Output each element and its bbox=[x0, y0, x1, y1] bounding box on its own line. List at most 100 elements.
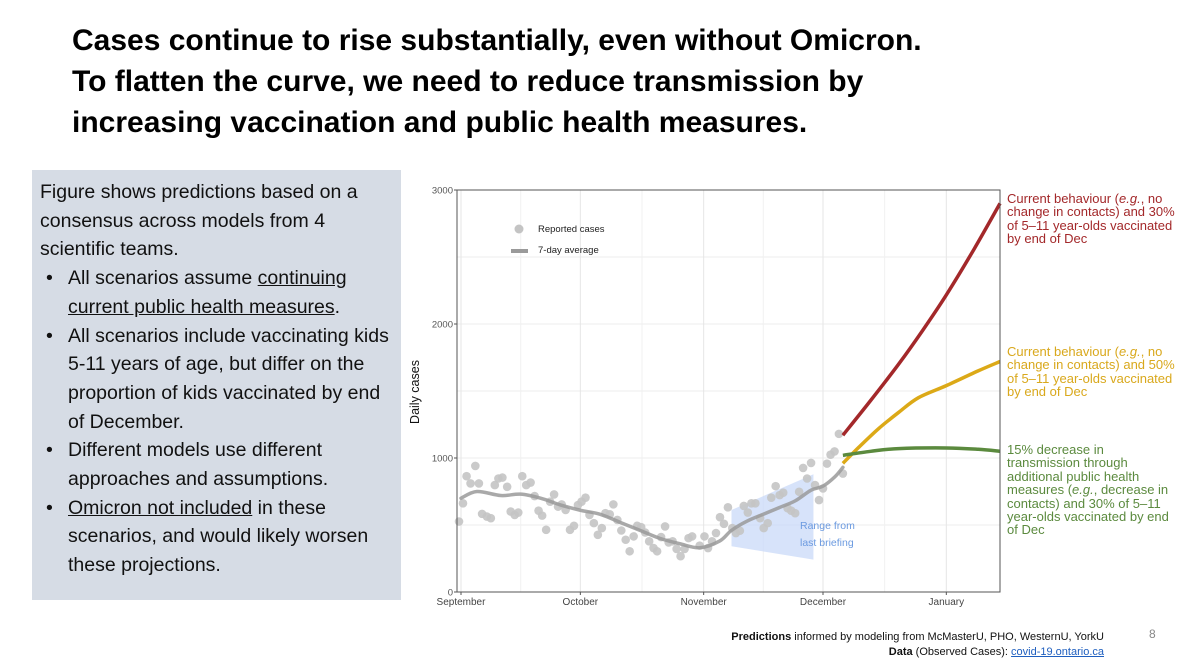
notes-bullets: All scenarios assume continuing current … bbox=[40, 264, 393, 580]
x-tick-label: January bbox=[929, 597, 965, 608]
bullet-text: All scenarios assume bbox=[68, 267, 258, 290]
reported-case-point bbox=[711, 528, 721, 538]
reported-case-point bbox=[687, 532, 697, 541]
reported-case-point bbox=[822, 459, 832, 468]
range-band bbox=[731, 474, 814, 560]
reported-case-point bbox=[597, 523, 607, 533]
reported-case-point bbox=[471, 461, 480, 471]
bullet-item: Different models use different approache… bbox=[40, 436, 393, 493]
annotation-text: Current behaviour ( bbox=[1007, 191, 1119, 206]
reported-case-point bbox=[660, 522, 670, 531]
reported-case-point bbox=[771, 481, 780, 491]
annotation-eg: e.g. bbox=[1119, 344, 1141, 359]
annotation-eg: e.g. bbox=[1072, 482, 1094, 498]
reported-case-point bbox=[466, 479, 475, 488]
annotation-text: 15% decrease in transmission through add… bbox=[1007, 442, 1140, 498]
legend-label: 7-day average bbox=[538, 245, 599, 256]
notes-intro: Figure shows predictions based on a cons… bbox=[40, 181, 358, 261]
reported-case-point bbox=[462, 471, 471, 481]
reported-case-point bbox=[541, 525, 551, 535]
reported-case-point bbox=[652, 546, 662, 556]
reported-case-point bbox=[593, 530, 603, 540]
reported-case-point bbox=[834, 429, 844, 439]
reported-case-point bbox=[490, 480, 500, 490]
reported-case-point bbox=[513, 508, 523, 517]
reported-case-point bbox=[589, 518, 599, 528]
projection-line-yellow bbox=[841, 359, 1001, 465]
annotation-eg: e.g. bbox=[1119, 191, 1141, 206]
bullet-text: All scenarios include vaccinating kids 5… bbox=[68, 324, 389, 433]
slide-title: Cases continue to rise substantially, ev… bbox=[72, 20, 922, 143]
reported-case-point bbox=[644, 537, 654, 546]
footer-text: informed by modeling from McMasterU, PHO… bbox=[791, 631, 1104, 643]
annotation-text: , decrease in contacts) and 30% of 5–11 … bbox=[1007, 482, 1169, 538]
y-tick-label: 2000 bbox=[432, 320, 453, 331]
annotation-text: Current behaviour ( bbox=[1007, 344, 1119, 359]
reported-case-point bbox=[700, 532, 709, 541]
reported-case-point bbox=[672, 544, 681, 554]
x-tick-label: September bbox=[437, 597, 487, 608]
annotation-yellow: Current behaviour (e.g., no change in co… bbox=[1007, 345, 1180, 399]
reported-case-point bbox=[794, 487, 804, 497]
reported-case-point bbox=[549, 490, 559, 499]
axes: 0 1000 2000 3000 September October November Dec… bbox=[432, 186, 1001, 608]
y-axis-label: Daily cases bbox=[408, 360, 422, 424]
seven-day-average-line bbox=[459, 465, 845, 550]
reported-case-point bbox=[502, 482, 512, 492]
bullet-item: All scenarios include vaccinating kids 5… bbox=[40, 322, 393, 437]
title-line: Cases continue to rise substantially, ev… bbox=[72, 24, 922, 57]
range-band-area bbox=[731, 474, 814, 560]
reported-case-point bbox=[629, 532, 638, 541]
bullet-underlined: Omicron not included bbox=[68, 496, 253, 519]
notes-box: Figure shows predictions based on a cons… bbox=[32, 170, 401, 600]
title-line: increasing vaccination and public health… bbox=[72, 106, 808, 139]
seven-day-average bbox=[459, 465, 845, 550]
reported-case-point bbox=[778, 488, 788, 498]
annotation-red: Current behaviour (e.g., no change in co… bbox=[1007, 192, 1180, 246]
x-tick-label: November bbox=[681, 597, 728, 608]
y-tick-label: 3000 bbox=[432, 186, 453, 197]
bullet-item: All scenarios assume continuing current … bbox=[40, 264, 393, 321]
reported-case-point bbox=[458, 498, 468, 508]
footer-text: (Observed Cases): bbox=[912, 646, 1012, 658]
reported-case-point bbox=[676, 551, 685, 561]
projections bbox=[841, 202, 1002, 465]
y-tick-label: 1000 bbox=[432, 454, 453, 465]
reported-case-point bbox=[617, 526, 626, 535]
bullet-text: Different models use different approache… bbox=[68, 439, 329, 491]
reported-case-point bbox=[766, 493, 776, 502]
reported-case-point bbox=[621, 535, 630, 545]
reported-case-point bbox=[719, 519, 729, 529]
footer-line: Predictions informed by modeling from Mc… bbox=[731, 630, 1104, 645]
annotation-text: , no change in contacts) and 30% of 5–11… bbox=[1007, 191, 1175, 247]
reported-case-point bbox=[474, 479, 484, 488]
projection-line-red bbox=[841, 202, 1002, 437]
bullet-item: Omicron not included in these scenarios,… bbox=[40, 494, 393, 580]
reported-case-point bbox=[569, 521, 579, 531]
data-source-link[interactable]: covid-19.ontario.ca bbox=[1011, 646, 1104, 658]
legend-point-marker bbox=[514, 224, 524, 234]
reported-case-point bbox=[763, 518, 773, 528]
reported-case-point bbox=[625, 546, 634, 556]
reported-case-point bbox=[498, 473, 507, 482]
title-line: To flatten the curve, we need to reduce … bbox=[72, 65, 864, 98]
reported-case-point bbox=[751, 498, 760, 508]
x-tick-label: December bbox=[800, 597, 847, 608]
y-tick-label: 0 bbox=[448, 588, 453, 599]
annotation-green: 15% decrease in transmission through add… bbox=[1007, 443, 1179, 537]
reported-case-point bbox=[798, 463, 808, 473]
reported-case-point bbox=[715, 512, 725, 522]
footer-line: Data (Observed Cases): covid-19.ontario.… bbox=[731, 645, 1104, 660]
reported-case-point bbox=[814, 495, 824, 505]
band-label: Range from bbox=[800, 520, 855, 532]
projection-line-green bbox=[842, 446, 1001, 458]
reported-case-point bbox=[830, 447, 839, 456]
reported-case-point bbox=[486, 513, 496, 523]
x-tick-label: October bbox=[563, 597, 599, 608]
bullet-text: in these scenarios, and would likely wor… bbox=[68, 496, 369, 577]
reported-case-point bbox=[517, 471, 527, 481]
reported-case-point bbox=[790, 508, 800, 518]
reported-case-point bbox=[735, 526, 745, 536]
footer-bold: Data bbox=[888, 646, 913, 658]
legend: Reported cases 7-day average bbox=[511, 224, 605, 256]
